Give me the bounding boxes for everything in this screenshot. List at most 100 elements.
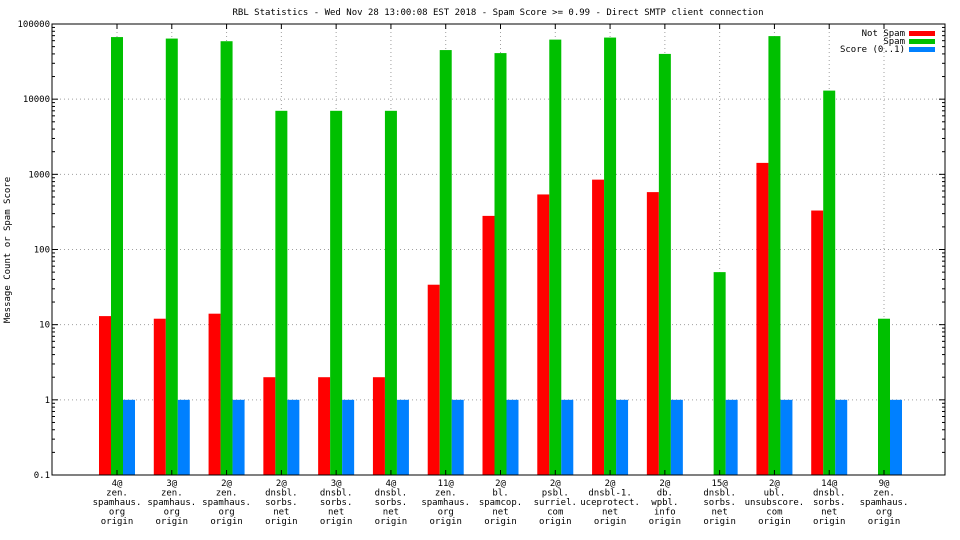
bar-spam bbox=[220, 41, 233, 475]
x-tick-label-line: origin bbox=[101, 517, 134, 527]
x-tick-label-line: zen. bbox=[161, 489, 183, 499]
x-tick-label-line: sorbs. bbox=[265, 498, 298, 508]
y-tick-label: 100 bbox=[34, 246, 50, 256]
x-tick-label-line: 11@ bbox=[438, 479, 455, 489]
x-tick-label-line: spamhaus. bbox=[202, 498, 251, 508]
x-tick-label-line: zen. bbox=[216, 489, 238, 499]
x-tick-label-line: 4@ bbox=[112, 479, 123, 489]
bar-not-spam bbox=[99, 316, 111, 475]
bar-not-spam bbox=[318, 377, 331, 475]
x-tick-label-line: origin bbox=[156, 517, 189, 527]
chart-title: RBL Statistics - Wed Nov 28 13:00:08 EST… bbox=[232, 8, 763, 18]
bar-score-0-1 bbox=[616, 399, 629, 475]
bar-score-0-1 bbox=[890, 399, 902, 475]
y-tick-label: 0.1 bbox=[34, 471, 50, 481]
x-tick-label-line: net bbox=[328, 508, 344, 518]
x-tick-label-line: 9@ bbox=[879, 479, 890, 489]
bar-not-spam bbox=[427, 284, 440, 475]
x-tick-label-line: 2@ bbox=[605, 479, 616, 489]
x-tick-label: 3@ dnsbl. sorbs. net origin bbox=[320, 479, 353, 527]
x-tick-label-line: spamhaus. bbox=[93, 498, 142, 508]
x-tick-label-line: com bbox=[766, 508, 782, 518]
x-tick-label: 2@ bl. spamcop. net origin bbox=[479, 479, 522, 527]
x-tick-label-line: origin bbox=[649, 517, 682, 527]
x-tick-label-line: 2@ bbox=[495, 479, 506, 489]
x-tick-label-line: 2@ bbox=[769, 479, 780, 489]
legend-label: Score (0..1) bbox=[840, 45, 905, 55]
x-tick-label-line: spamhaus. bbox=[421, 498, 470, 508]
x-tick-label-line: info bbox=[654, 508, 676, 518]
x-tick-label-line: 14@ bbox=[821, 479, 838, 489]
x-tick-label-line: org bbox=[876, 508, 892, 518]
x-tick-label: 2@ zen. spamhaus. org origin bbox=[202, 479, 251, 527]
x-tick-label: 2@ psbl. surriel. com origin bbox=[534, 479, 577, 527]
legend-swatch bbox=[909, 47, 935, 52]
x-tick-label-line: origin bbox=[265, 517, 298, 527]
bar-not-spam bbox=[756, 162, 769, 475]
bar-score-0-1 bbox=[287, 399, 300, 475]
bar-score-0-1 bbox=[725, 399, 738, 475]
y-tick-label: 10000 bbox=[23, 95, 50, 105]
bar-spam bbox=[823, 90, 836, 475]
bar-score-0-1 bbox=[506, 399, 519, 475]
bar-score-0-1 bbox=[396, 399, 409, 475]
x-tick-label-line: net bbox=[492, 508, 508, 518]
x-tick-label-line: org bbox=[218, 508, 234, 518]
bar-score-0-1 bbox=[780, 399, 793, 475]
x-tick-label-line: 2@ bbox=[221, 479, 232, 489]
bar-spam bbox=[384, 110, 397, 476]
x-tick-label-line: zen. bbox=[873, 489, 895, 499]
bar-spam bbox=[713, 272, 726, 475]
x-tick-label-line: origin bbox=[539, 517, 572, 527]
bar-not-spam bbox=[482, 215, 495, 476]
x-tick-label-line: origin bbox=[594, 517, 627, 527]
x-tick-label: 15@ dnsbl. sorbs. net origin bbox=[703, 479, 736, 527]
x-tick-label-line: org bbox=[438, 508, 454, 518]
x-tick-label: 2@ dnsbl-1. uceprotect. net origin bbox=[580, 479, 640, 527]
legend-label: Not Spam bbox=[862, 29, 905, 39]
y-tick-label: 1000 bbox=[28, 170, 50, 180]
x-tick-label-line: zen. bbox=[435, 489, 457, 499]
bar-not-spam bbox=[646, 192, 659, 475]
bar-spam bbox=[658, 53, 671, 475]
x-tick-label-line: origin bbox=[813, 517, 846, 527]
x-tick-label-line: 3@ bbox=[166, 479, 177, 489]
x-tick-label-line: uceprotect. bbox=[580, 498, 640, 508]
x-tick-label-line: sorbs. bbox=[375, 498, 408, 508]
x-tick-label-line: surriel. bbox=[534, 498, 577, 508]
x-tick-label: 9@ zen. spamhaus. org origin bbox=[860, 479, 909, 527]
x-tick-label-line: sorbs. bbox=[703, 498, 736, 508]
bar-not-spam bbox=[372, 377, 385, 475]
x-tick-label-line: 4@ bbox=[386, 479, 397, 489]
bar-score-0-1 bbox=[835, 399, 848, 475]
bar-not-spam bbox=[263, 377, 276, 475]
x-tick-label-line: origin bbox=[320, 517, 353, 527]
legend-swatch bbox=[909, 39, 935, 44]
x-tick-label-line: dnsbl. bbox=[813, 489, 846, 499]
legend-label: Spam bbox=[883, 37, 905, 47]
x-tick-label-line: net bbox=[821, 508, 837, 518]
y-axis: 0.1 1 10 100 1000 10000 100000 bbox=[17, 20, 945, 481]
grid-lines bbox=[52, 24, 945, 475]
x-tick-label-line: zen. bbox=[106, 489, 128, 499]
x-tick-label-line: 3@ bbox=[331, 479, 342, 489]
bar-not-spam bbox=[811, 210, 824, 476]
x-tick-label-line: origin bbox=[375, 517, 408, 527]
bar-score-0-1 bbox=[451, 399, 464, 475]
bar-not-spam bbox=[208, 313, 221, 475]
x-tick-label-line: origin bbox=[703, 517, 736, 527]
bar-spam bbox=[604, 37, 617, 476]
y-tick-label: 1 bbox=[45, 396, 50, 406]
bar-not-spam bbox=[537, 194, 550, 475]
bar-not-spam bbox=[153, 318, 166, 475]
x-tick-label-line: dnsbl. bbox=[320, 489, 353, 499]
x-tick-label-line: bl. bbox=[492, 489, 508, 499]
x-tick-label-line: 2@ bbox=[550, 479, 561, 489]
x-tick-label-line: 2@ bbox=[276, 479, 287, 489]
legend-swatch bbox=[909, 31, 935, 36]
x-tick-label-line: 2@ bbox=[659, 479, 670, 489]
x-tick-label: 2@ dnsbl. sorbs. net origin bbox=[265, 479, 298, 527]
bar-score-0-1 bbox=[123, 399, 135, 475]
